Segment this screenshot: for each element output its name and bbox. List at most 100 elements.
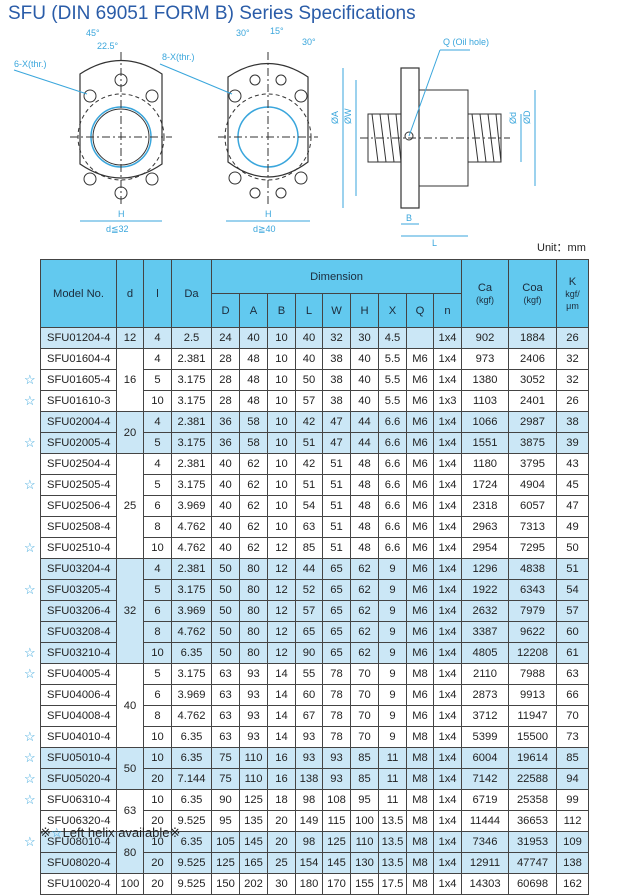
cell-value: 51	[322, 495, 351, 517]
cell-value: 11947	[508, 705, 557, 727]
cell-value: 42	[295, 453, 323, 475]
cell-value: 93	[239, 726, 268, 748]
dimension-label: H	[265, 209, 272, 219]
cell-model: SFU08020-4	[40, 852, 117, 874]
cell-value: 4	[143, 453, 172, 475]
cell-value: 2110	[461, 663, 509, 685]
cell-value: 80	[239, 600, 268, 622]
cell-value: 70	[350, 684, 379, 706]
table-row: SFU04005-4 40 5 3.175 63 93 14 55 78 70 9 M8 1x4 2110…	[40, 663, 589, 748]
cell-value: 62	[350, 579, 379, 601]
header-dim-q: Q	[406, 293, 434, 328]
cell-value: 14	[267, 663, 296, 685]
cell-value: 150	[211, 873, 240, 895]
table-row: SFU04008-4 8 4.762 63 93 14 67 78 70 9 M6 1x4 3712 11…	[40, 705, 589, 727]
cell-value: 4838	[508, 558, 557, 580]
cell-value: 2318	[461, 495, 509, 517]
cell-value: 180	[295, 873, 323, 895]
cell-value: 7313	[508, 516, 557, 538]
cell-value: 1x4	[433, 495, 462, 517]
cell-value: 1x4	[433, 327, 462, 349]
cell-value: 61	[556, 642, 589, 664]
header-dim-h: H	[350, 293, 379, 328]
cell-value: 31953	[508, 831, 557, 853]
cell-value: 78	[322, 726, 351, 748]
cell-value: 1x4	[433, 747, 462, 769]
cell-value: 7988	[508, 663, 557, 685]
cell-value	[406, 327, 434, 349]
cell-model: SFU02506-4	[40, 495, 117, 517]
cell-value: 13.5	[378, 831, 407, 853]
cell-value: 47747	[508, 852, 557, 874]
header-l: l	[143, 259, 172, 328]
cell-model: SFU02005-4	[40, 432, 117, 454]
cell-value: 155	[350, 873, 379, 895]
cell-value: M6	[406, 369, 434, 391]
cell-value: 25	[267, 852, 296, 874]
cell-value: 22588	[508, 768, 557, 790]
cell-value: 1x4	[433, 411, 462, 433]
cell-value: 9.525	[171, 852, 212, 874]
cell-value: 135	[239, 810, 268, 832]
cell-value: 65	[322, 621, 351, 643]
cell-value: 1x4	[433, 453, 462, 475]
cell-value: 30	[350, 327, 379, 349]
cell-value: 65	[295, 621, 323, 643]
cell-value: 1x4	[433, 873, 462, 895]
cell-value: 4	[143, 348, 172, 370]
cell-value: 65	[322, 642, 351, 664]
cell-value: M6	[406, 348, 434, 370]
cell-value: 5	[143, 579, 172, 601]
cell-value: 95	[211, 810, 240, 832]
cell-value: 2406	[508, 348, 557, 370]
cell-value: 48	[239, 348, 268, 370]
cell-value: M8	[406, 789, 434, 811]
angle-label: 30°	[236, 28, 250, 38]
cell-value: 4.762	[171, 516, 212, 538]
cell-value: 2.381	[171, 348, 212, 370]
cell-value: 95	[350, 789, 379, 811]
cell-value: 10	[267, 453, 296, 475]
cell-value: 85	[350, 747, 379, 769]
cell-model: SFU03210-4	[40, 642, 117, 664]
cell-value: 62	[350, 621, 379, 643]
coa-unit: (kgf)	[523, 294, 542, 305]
cell-value: 6	[143, 495, 172, 517]
cell-model: SFU06310-4	[40, 789, 117, 811]
cell-value: 10	[267, 411, 296, 433]
cell-value: 78	[322, 705, 351, 727]
left-helix-star-icon: ☆	[24, 476, 36, 492]
cell-value: 7.144	[171, 768, 212, 790]
header-da: Da	[171, 259, 212, 328]
cell-value: 38	[322, 348, 351, 370]
cell-value: 1922	[461, 579, 509, 601]
cell-value: 9.525	[171, 873, 212, 895]
cell-value: 51	[322, 537, 351, 559]
cell-value: 1x4	[433, 663, 462, 685]
cell-value: M6	[406, 537, 434, 559]
cell-value: 70	[556, 705, 589, 727]
cell-value: 12	[267, 558, 296, 580]
cell-value: 138	[556, 852, 589, 874]
cell-model: SFU01204-4	[40, 327, 117, 349]
header-model: Model No.	[40, 259, 117, 328]
cell-value: 5.5	[378, 369, 407, 391]
cell-value: 5399	[461, 726, 509, 748]
cell-value: 54	[295, 495, 323, 517]
cell-value: 105	[211, 831, 240, 853]
cell-value: 10	[267, 495, 296, 517]
cell-value: 1x4	[433, 726, 462, 748]
cell-value: 40	[211, 516, 240, 538]
cell-value: 85	[556, 747, 589, 769]
cell-d: 32	[116, 558, 144, 664]
header-coa: Coa (kgf)	[508, 259, 557, 328]
cell-value: 80	[239, 621, 268, 643]
cell-value: 170	[322, 873, 351, 895]
ca-unit: (kgf)	[476, 294, 494, 305]
dimension-label: ØA	[330, 111, 340, 124]
coa-label: Coa	[522, 281, 543, 294]
cell-value: 40	[211, 453, 240, 475]
cell-value: 1x4	[433, 600, 462, 622]
cell-value: 14	[267, 726, 296, 748]
cell-value: 3.175	[171, 432, 212, 454]
